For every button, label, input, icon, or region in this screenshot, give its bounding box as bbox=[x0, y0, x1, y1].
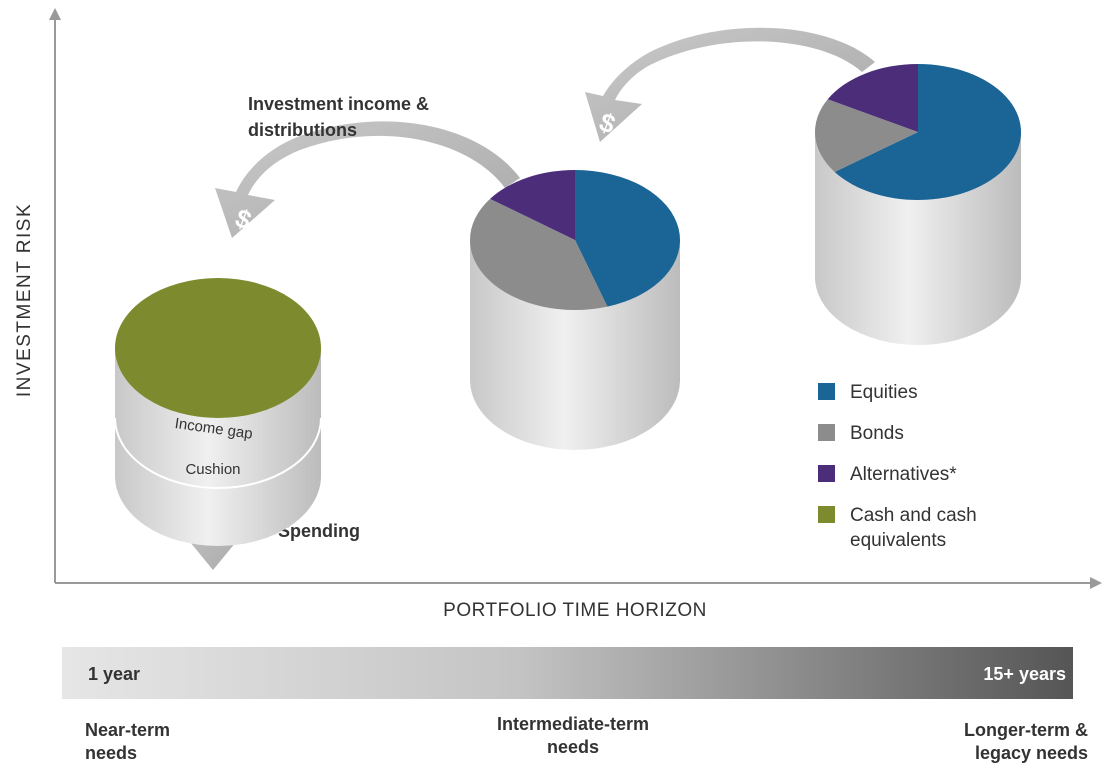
pie-slice bbox=[815, 99, 918, 172]
pie-slice bbox=[490, 170, 575, 240]
horizon-label: Intermediate-term bbox=[497, 714, 649, 734]
horizon-label: Longer-term & bbox=[964, 720, 1088, 740]
horizons: Near-term needs Intermediate-term needs Long… bbox=[85, 714, 1088, 763]
pie-slice bbox=[834, 64, 1021, 201]
legend-label: Alternatives* bbox=[850, 464, 957, 485]
horizon-label: needs bbox=[85, 743, 137, 763]
y-axis-label: INVESTMENT RISK bbox=[14, 203, 35, 397]
pie-slice bbox=[115, 278, 321, 418]
x-arrow bbox=[1090, 577, 1102, 589]
legend-label: Cash and cash bbox=[850, 505, 977, 526]
legend-swatch bbox=[818, 506, 835, 523]
annotation: distributions bbox=[248, 120, 357, 140]
legend-label: equivalents bbox=[850, 530, 946, 551]
time-end: 15+ years bbox=[983, 664, 1066, 684]
layer-divider bbox=[114, 417, 322, 489]
pie-slice bbox=[470, 198, 608, 310]
legend-swatch bbox=[818, 424, 835, 441]
time-bar bbox=[62, 647, 1073, 699]
horizon-label: legacy needs bbox=[975, 743, 1088, 763]
legend-swatch bbox=[818, 383, 835, 400]
time-start: 1 year bbox=[88, 664, 140, 684]
flow-arrow bbox=[215, 121, 520, 238]
pie-slice bbox=[827, 63, 918, 132]
legend-label: Equities bbox=[850, 382, 918, 403]
y-arrow bbox=[49, 8, 61, 20]
legend-label: Bonds bbox=[850, 423, 904, 444]
annotation: Spending bbox=[278, 521, 360, 541]
pie-slice bbox=[575, 170, 680, 307]
horizon-label: Near-term bbox=[85, 720, 170, 740]
annotation: Investment income & bbox=[248, 94, 429, 114]
legend-swatch bbox=[818, 465, 835, 482]
legend: Equities Bonds Alternatives* Cash and cash e… bbox=[818, 382, 977, 551]
x-axis-label: PORTFOLIO TIME HORIZON bbox=[443, 600, 707, 621]
layer-label: Cushion bbox=[185, 461, 240, 478]
flow-arrow bbox=[585, 27, 875, 142]
horizon-label: needs bbox=[547, 737, 599, 757]
